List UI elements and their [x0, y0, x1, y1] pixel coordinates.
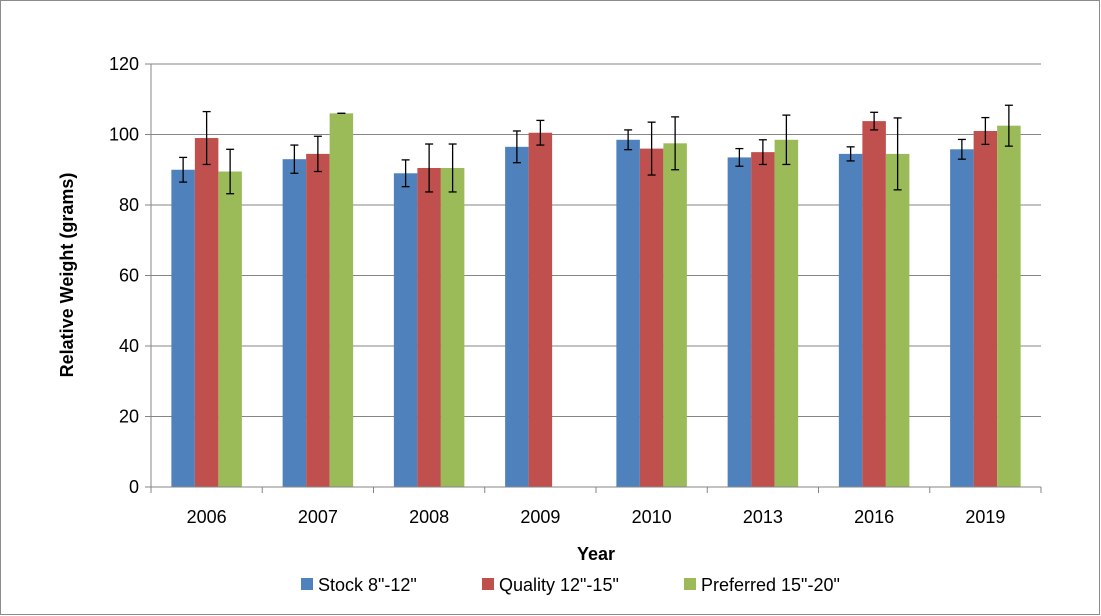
- legend-label: Quality 12"-15": [499, 575, 619, 595]
- bar: [329, 113, 354, 487]
- bar: [171, 169, 195, 487]
- bar: [417, 167, 441, 488]
- bar: [751, 152, 775, 487]
- bar: [997, 125, 1021, 487]
- y-axis-title: Relative Weight (grams): [57, 173, 77, 378]
- legend: Stock 8"-12" Quality 12"-15" Preferred 15"…: [301, 575, 840, 595]
- tick-labels: 0 20 40 60 80 100 120 2006 2007 2008 2009 2010 2013 2…: [109, 54, 1005, 527]
- axes: [145, 63, 1042, 493]
- bar: [505, 146, 529, 487]
- bar: [616, 139, 640, 487]
- x-tick-label: 2009: [520, 507, 560, 527]
- x-tick-label: 2008: [409, 507, 449, 527]
- y-tick-label: 40: [119, 336, 139, 356]
- bar: [639, 148, 664, 487]
- x-tick-label: 2010: [632, 507, 672, 527]
- x-tick-label: 2007: [298, 507, 338, 527]
- bar: [282, 159, 307, 488]
- bar: [393, 173, 418, 487]
- y-tick-label: 120: [109, 54, 139, 74]
- bar: [838, 153, 863, 487]
- x-tick-label: 2013: [743, 507, 783, 527]
- legend-swatch: [684, 578, 696, 590]
- x-tick-label: 2016: [854, 507, 894, 527]
- bar: [218, 171, 242, 487]
- legend-label: Preferred 15"-20": [701, 575, 840, 595]
- bar: [774, 139, 799, 487]
- bar: [862, 121, 886, 487]
- bar: [306, 153, 330, 487]
- x-axis-title: Year: [577, 544, 615, 564]
- bar: [885, 153, 910, 487]
- legend-swatch: [301, 578, 313, 590]
- bar: [950, 149, 974, 487]
- y-tick-label: 100: [109, 125, 139, 145]
- bar: [528, 132, 553, 488]
- bar: [663, 143, 687, 487]
- bar: [973, 130, 998, 487]
- bar: [440, 167, 465, 488]
- y-tick-label: 20: [119, 407, 139, 427]
- y-tick-label: 0: [129, 477, 139, 497]
- x-tick-label: 2006: [187, 507, 227, 527]
- legend-swatch: [482, 578, 494, 590]
- bar: [194, 138, 219, 487]
- y-tick-label: 60: [119, 266, 139, 286]
- bar: [727, 157, 752, 487]
- legend-label: Stock 8"-12": [318, 575, 417, 595]
- bars: [171, 104, 1021, 488]
- y-tick-label: 80: [119, 195, 139, 215]
- x-tick-label: 2019: [965, 507, 1005, 527]
